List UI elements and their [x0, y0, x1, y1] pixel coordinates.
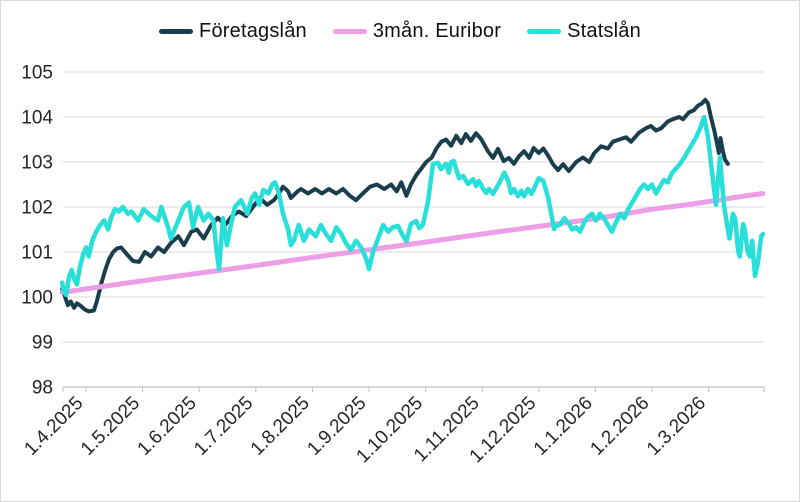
y-gridlines: [63, 71, 764, 343]
svg-text:1.1.2026: 1.1.2026: [530, 393, 597, 460]
x-axis-tick-labels: 1.4.20251.5.20251.6.20251.7.20251.8.2025…: [20, 393, 710, 468]
svg-text:1.4.2025: 1.4.2025: [20, 393, 87, 460]
series-lines: [59, 97, 766, 314]
svg-text:102: 102: [21, 198, 53, 219]
svg-text:1.8.2025: 1.8.2025: [247, 393, 314, 460]
series-line-1: [59, 191, 766, 295]
legend-item-euribor[interactable]: 3mån. Euribor: [332, 20, 502, 43]
legend-line-swatch-foretagslan: [159, 29, 194, 34]
svg-text:100: 100: [21, 288, 53, 309]
legend-item-foretagslan[interactable]: Företagslån: [159, 20, 307, 43]
svg-text:105: 105: [21, 63, 53, 84]
legend-line-swatch-euribor: [332, 29, 367, 34]
y-axis-tick-labels: 98 99 100 101 102 103 104 105: [21, 63, 53, 399]
series-line-2: [59, 114, 766, 298]
series-line-0: [60, 97, 730, 314]
legend-line-swatch-statslan: [527, 29, 562, 34]
svg-text:1.7.2025: 1.7.2025: [190, 393, 257, 460]
svg-text:104: 104: [21, 108, 53, 129]
svg-text:1.6.2025: 1.6.2025: [134, 393, 201, 460]
svg-text:1.5.2025: 1.5.2025: [77, 393, 144, 460]
svg-text:1.3.2026: 1.3.2026: [643, 393, 710, 460]
legend-label-foretagslan: Företagslån: [199, 20, 307, 42]
svg-text:98: 98: [32, 378, 53, 399]
legend-label-euribor: 3mån. Euribor: [372, 20, 502, 42]
svg-text:1.2.2026: 1.2.2026: [586, 393, 653, 460]
chart-legend: Företagslån 3mån. Euribor Statslån: [1, 20, 799, 43]
svg-text:103: 103: [21, 153, 53, 174]
svg-text:99: 99: [32, 333, 53, 354]
legend-item-statslan[interactable]: Statslån: [527, 20, 641, 43]
x-axis: [62, 386, 765, 392]
legend-label-statslan: Statslån: [567, 20, 641, 42]
svg-text:101: 101: [21, 243, 53, 264]
